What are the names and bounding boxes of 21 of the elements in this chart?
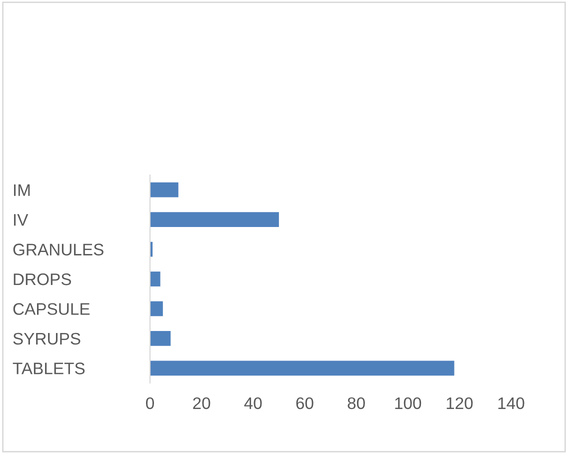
- y-tick-label: GRANULES: [13, 244, 104, 256]
- bar: [150, 182, 178, 198]
- x-tick-label: 140: [498, 397, 524, 410]
- bar: [150, 272, 160, 286]
- y-tick-label: DROPS: [14, 273, 72, 286]
- y-tick-label: SYRUPS: [13, 332, 80, 345]
- x-tick-label: 60: [296, 397, 314, 410]
- y-tick-label: CAPSULE: [13, 303, 90, 315]
- bar: [150, 301, 163, 316]
- x-tick-label: 20: [193, 397, 210, 410]
- bar: [150, 360, 454, 376]
- bar: [150, 212, 279, 227]
- x-tick-label: 40: [244, 397, 262, 410]
- y-tick-label: TABLETS: [12, 362, 85, 374]
- x-tick-label: 100: [395, 397, 422, 410]
- bar: [150, 331, 171, 346]
- y-tick-label: IM: [14, 184, 30, 196]
- x-tick-label: 80: [348, 397, 365, 410]
- x-tick-label: 120: [446, 397, 473, 410]
- x-tick-label: 0: [146, 397, 154, 410]
- y-tick-label: IV: [14, 214, 28, 226]
